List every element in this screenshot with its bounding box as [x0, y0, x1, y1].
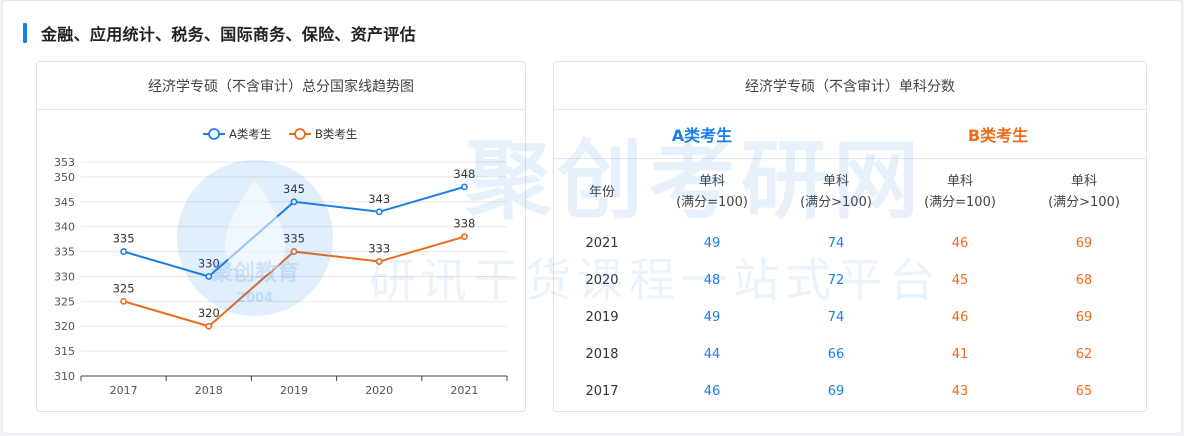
- x-tick-label: 2020: [365, 384, 393, 397]
- data-point: [375, 208, 383, 216]
- table-row: 2017 46 69 43 65: [554, 373, 1146, 410]
- b-over100-score: 62: [1075, 347, 1093, 362]
- table-row: 2021 49 74 46 69: [554, 225, 1146, 262]
- group-header-row: A类考生 B类考生: [554, 110, 1146, 159]
- data-label: 338: [453, 217, 475, 231]
- data-point: [375, 258, 383, 265]
- a-full100-header-line2: (满分=100): [676, 195, 748, 210]
- data-point: [120, 248, 127, 255]
- a-over100-score: 74: [827, 310, 845, 325]
- section-accent-bar: [23, 23, 27, 43]
- a-full100-header-line1: 单科: [698, 174, 725, 189]
- legend-marker: [208, 128, 220, 140]
- y-tick-label: 330: [54, 270, 75, 283]
- y-tick-label: 310: [54, 370, 75, 383]
- score-table: 年份 单科 (满分=100) 单科 (满分>100) 单科 (满分=100) 单科 (满…: [554, 159, 1146, 410]
- a-over100-header: 单科 (满分>100): [774, 159, 898, 225]
- data-label: 320: [198, 306, 220, 320]
- data-point: [290, 248, 298, 255]
- table-row: 2019 49 74 46 69: [554, 299, 1146, 336]
- score-table-panel: 经济学专硕（不含审计）单科分数 A类考生 B类考生 年份 单科 (满分=100) …: [553, 61, 1147, 412]
- a-over100-score: 66: [827, 347, 845, 362]
- x-tick-label: 2021: [450, 384, 478, 397]
- table-row: 2020 48 72 45 68: [554, 262, 1146, 299]
- table-title: 经济学专硕（不含审计）单科分数: [554, 62, 1146, 110]
- a-full100-score: 49: [703, 236, 721, 251]
- group-b-header: B类考生: [967, 126, 1029, 145]
- a-over100-score: 69: [827, 384, 845, 399]
- b-over100-score: 65: [1075, 384, 1093, 399]
- b-over100-score: 69: [1075, 310, 1093, 325]
- b-full100-score: 46: [951, 236, 969, 251]
- row-year: 2018: [585, 347, 619, 362]
- trend-line-chart: 310 315 320 325 330 335 340 345 350 353 2017 2018 20…: [54, 127, 508, 397]
- b-over100-score: 68: [1075, 273, 1093, 288]
- y-tick-label: 315: [54, 345, 75, 358]
- b-full100-score: 43: [951, 384, 969, 399]
- b-full100-score: 46: [951, 310, 969, 325]
- trend-chart-panel: 经济学专硕（不含审计）总分国家线趋势图 310 315 320 325 330 335 34…: [36, 61, 526, 412]
- y-tick-label: 353: [54, 156, 75, 169]
- year-column-header: 年份: [588, 184, 615, 200]
- data-label: 330: [198, 256, 220, 270]
- data-label: 343: [368, 192, 390, 206]
- table-header-row: 年份 单科 (满分=100) 单科 (满分>100) 单科 (满分=100) 单科 (满…: [554, 159, 1146, 225]
- b-over100-header-line1: 单科: [1070, 174, 1097, 189]
- data-label: 335: [113, 232, 135, 246]
- a-full100-score: 49: [703, 310, 721, 325]
- table-row: 2018 44 66 41 62: [554, 336, 1146, 373]
- b-full100-score: 45: [951, 273, 969, 288]
- b-over100-header-line2: (满分>100): [1048, 195, 1120, 210]
- a-full100-header: 单科 (满分=100): [650, 159, 774, 225]
- data-label: 345: [283, 182, 305, 196]
- x-tick-label: 2019: [280, 384, 308, 397]
- a-over100-score: 74: [827, 236, 845, 251]
- y-tick-label: 350: [54, 171, 75, 184]
- row-year: 2017: [585, 384, 619, 399]
- row-year: 2020: [585, 273, 619, 288]
- data-point: [120, 297, 127, 305]
- data-point: [205, 322, 213, 330]
- y-tick-label: 320: [54, 320, 75, 333]
- data-label: 335: [283, 232, 305, 246]
- a-full100-score: 48: [703, 273, 721, 288]
- b-full100-header-line2: (满分=100): [924, 195, 996, 210]
- section-title: 金融、应用统计、税务、国际商务、保险、资产评估: [41, 25, 416, 44]
- b-full100-header-line1: 单科: [946, 174, 973, 189]
- b-full100-score: 41: [951, 347, 969, 362]
- section-header: 金融、应用统计、税务、国际商务、保险、资产评估: [23, 21, 416, 45]
- data-point: [460, 183, 468, 191]
- y-tick-label: 335: [54, 246, 75, 259]
- data-label: 325: [113, 281, 135, 295]
- row-year: 2021: [585, 236, 619, 251]
- chart-title: 经济学专硕（不含审计）总分国家线趋势图: [37, 62, 525, 110]
- data-label: 333: [368, 242, 390, 256]
- a-full100-score: 44: [703, 347, 721, 362]
- a-over100-header-line2: (满分>100): [800, 195, 872, 210]
- legend-label: B类考生: [315, 127, 357, 141]
- a-over100-score: 72: [827, 273, 845, 288]
- b-over100-score: 69: [1075, 236, 1093, 251]
- y-tick-label: 325: [54, 295, 75, 308]
- x-tick-label: 2017: [110, 384, 138, 397]
- data-point: [460, 233, 468, 241]
- data-point: [205, 273, 213, 280]
- a-over100-header-line1: 单科: [822, 174, 849, 189]
- x-tick-label: 2018: [195, 384, 223, 397]
- y-tick-label: 345: [54, 196, 75, 209]
- a-full100-score: 46: [703, 384, 721, 399]
- b-over100-header: 单科 (满分>100): [1022, 159, 1146, 225]
- y-tick-label: 340: [54, 221, 75, 234]
- legend-marker: [294, 128, 306, 140]
- b-full100-header: 单科 (满分=100): [898, 159, 1022, 225]
- group-a-header: A类考生: [671, 126, 733, 145]
- data-point: [290, 198, 298, 206]
- legend-label: A类考生: [229, 127, 271, 141]
- data-label: 348: [453, 167, 475, 181]
- row-year: 2019: [585, 310, 619, 325]
